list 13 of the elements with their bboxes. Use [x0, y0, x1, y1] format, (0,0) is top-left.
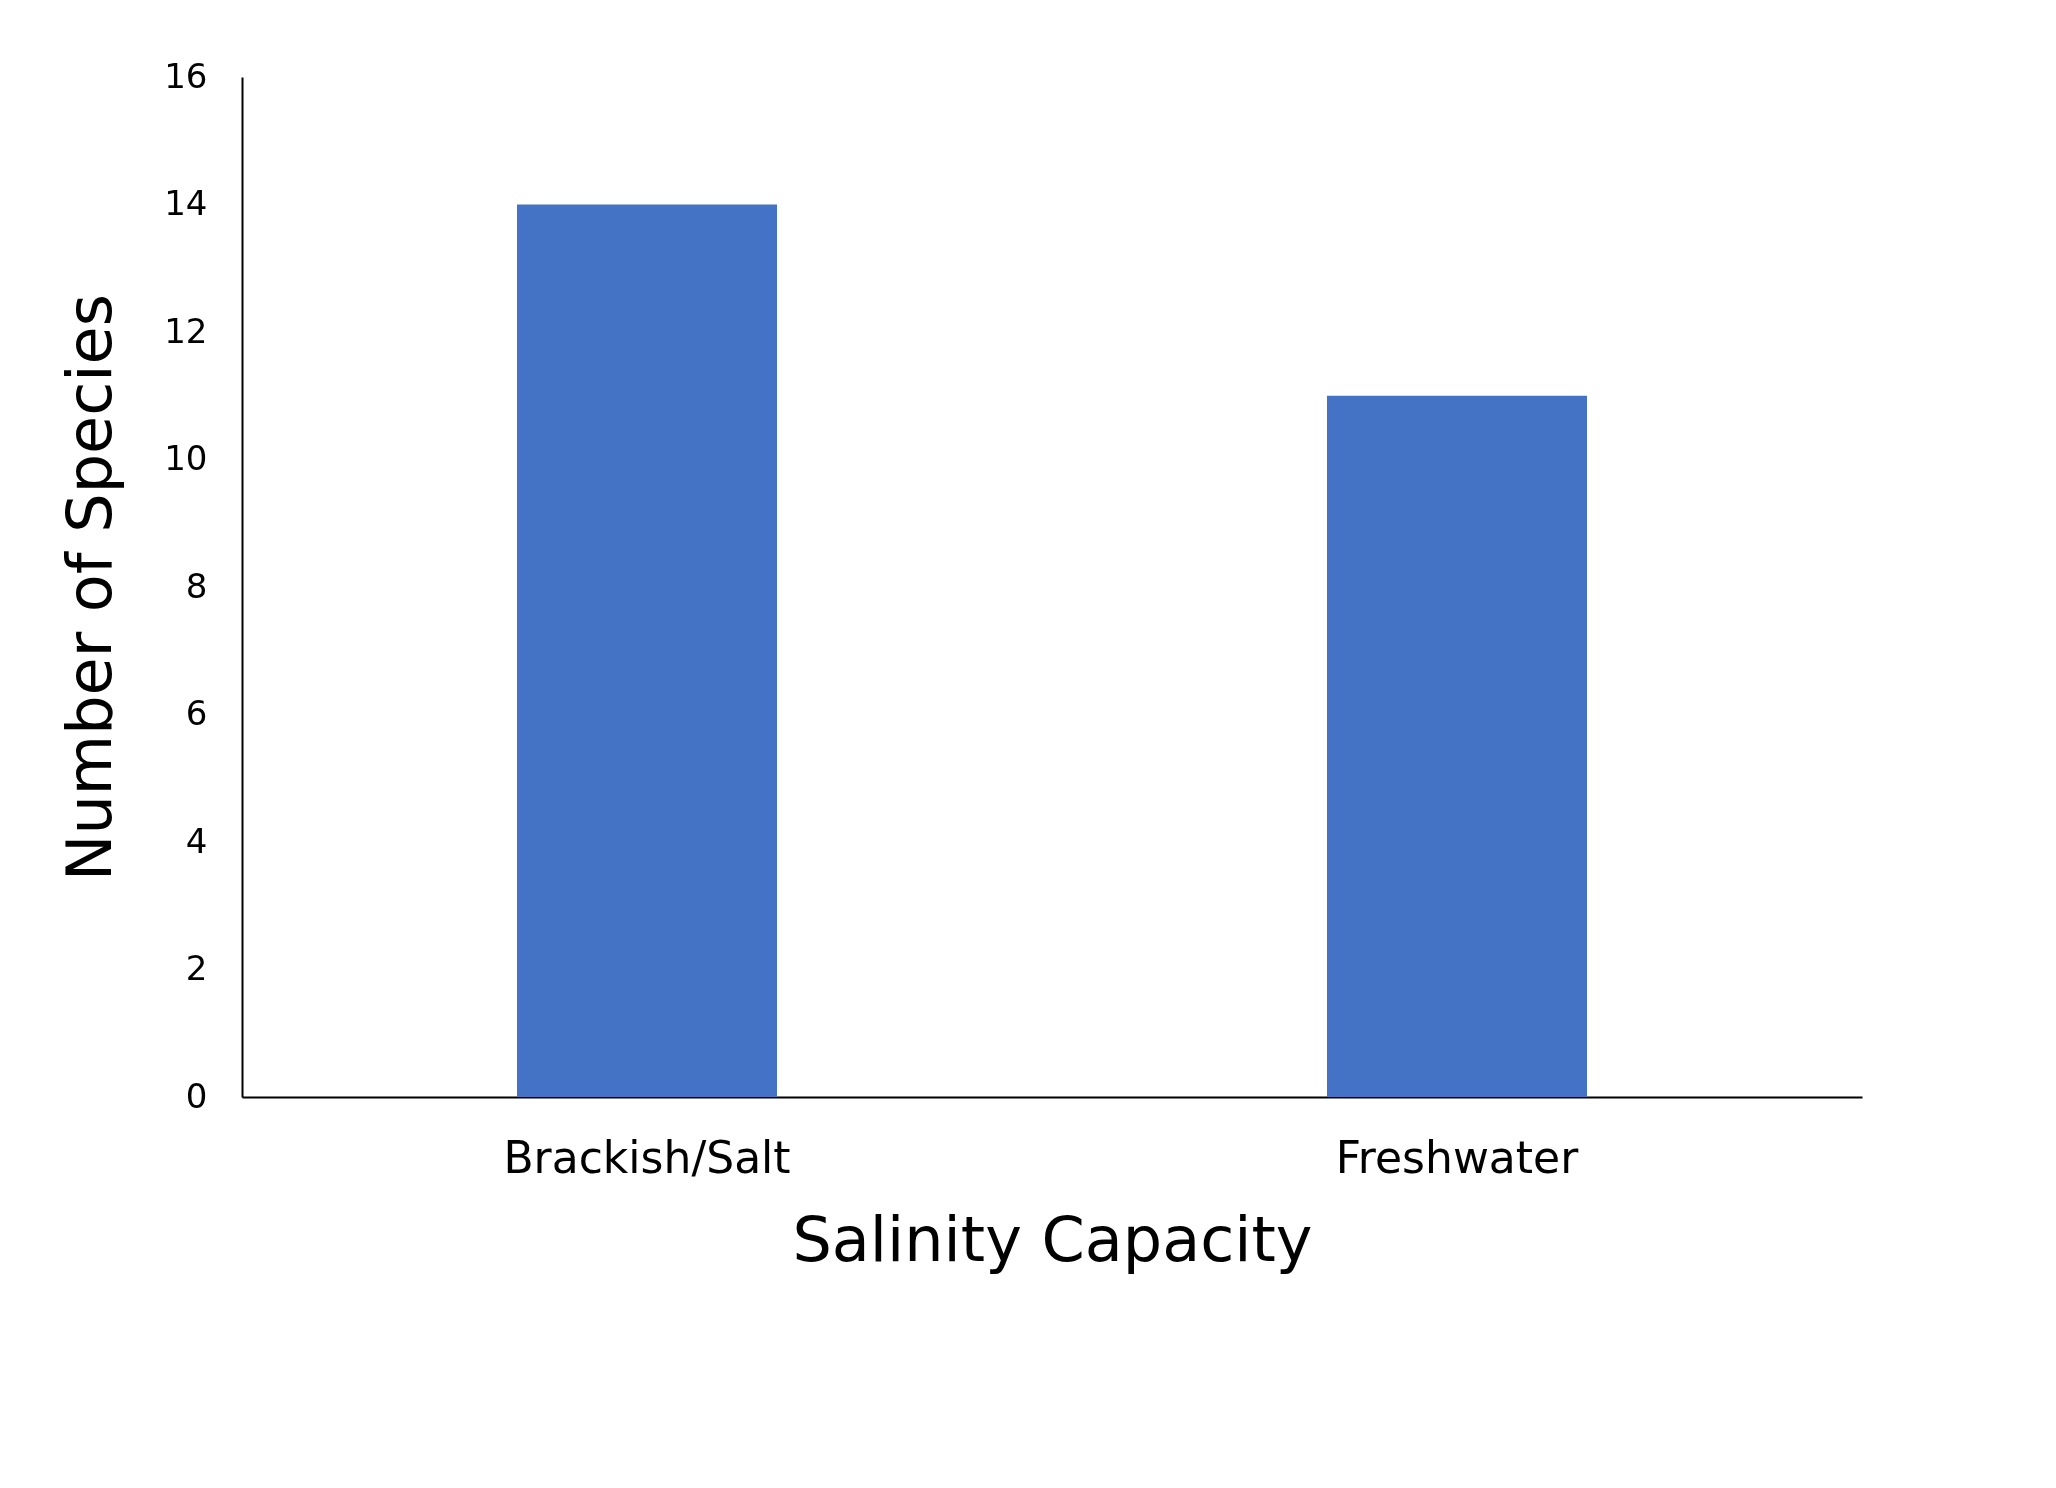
x-axis-title: Salinity Capacity — [792, 1202, 1313, 1276]
y-tick-label: 14 — [164, 183, 208, 223]
y-tick-label: 2 — [185, 948, 208, 988]
y-tick-label: 10 — [164, 438, 208, 478]
x-tick-label: Freshwater — [1335, 1131, 1580, 1183]
y-tick-label: 6 — [185, 693, 208, 733]
y-tick-label: 16 — [164, 55, 208, 96]
x-tick-label: Brackish/Salt — [503, 1131, 791, 1183]
y-axis-title: Number of Species — [53, 294, 127, 881]
y-tick-label: 12 — [164, 310, 208, 351]
y-tick-label: 0 — [185, 1075, 208, 1116]
y-tick-label: 4 — [185, 820, 208, 861]
y-tick-label: 8 — [185, 565, 208, 606]
